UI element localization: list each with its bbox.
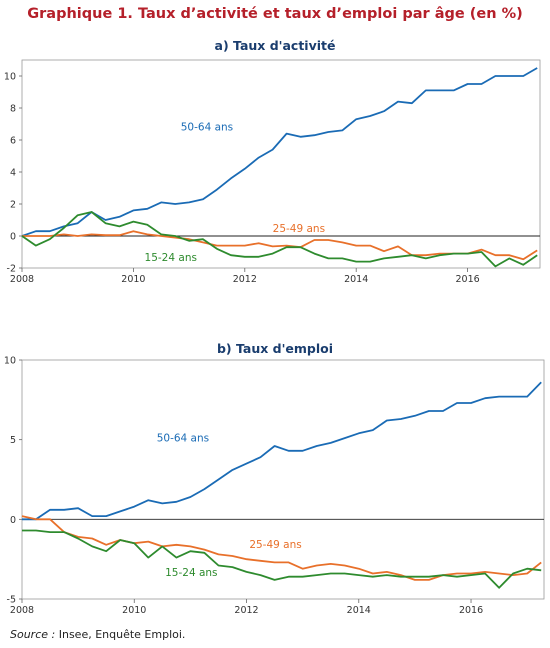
source-label: Source : [10, 628, 56, 641]
series-line-25-49-ans [22, 230, 538, 261]
x-tick-label: 2008 [10, 274, 34, 285]
series-label-25-49-ans: 25-49 ans [249, 539, 301, 551]
series-label-50-64-ans: 50-64 ans [181, 121, 233, 133]
series-line-25-49-ans [21, 515, 542, 581]
x-tick-label: 2010 [122, 605, 146, 616]
series-line-15-24-ans [22, 529, 542, 589]
x-tick-label: 2012 [234, 605, 258, 616]
series-line-50-64-ans [21, 67, 538, 237]
y-tick-label: 4 [10, 168, 16, 179]
panel-b-title: b) Taux d'emploi [216, 341, 334, 356]
y-tick-label: 0 [10, 232, 16, 243]
chart-panel-a: -2 0 2 4 6 8 10 2008 2010 2012 2014 2016 50-64 ans 25… [4, 59, 541, 285]
series-line-15-24-ans [21, 211, 538, 268]
x-tick-label: 2016 [459, 605, 483, 616]
x-tick-label: 2014 [344, 274, 368, 285]
y-tick-label: 5 [10, 435, 16, 446]
y-tick-label: 0 [10, 515, 16, 526]
figure-title: Graphique 1. Taux d’activité et taux d’e… [27, 6, 523, 22]
x-tick-label: 2014 [347, 605, 371, 616]
plot-frame [21, 359, 545, 600]
y-tick-label: -5 [7, 595, 16, 606]
y-tick-label: -2 [7, 264, 16, 275]
source-note: Source : Insee, Enquête Emploi. [10, 628, 185, 641]
series-line-50-64-ans [22, 381, 542, 521]
x-tick-label: 2010 [121, 274, 145, 285]
source-text: Insee, Enquête Emploi. [58, 628, 186, 641]
series-label-15-24-ans: 15-24 ans [165, 567, 217, 579]
x-tick-label: 2012 [233, 274, 257, 285]
y-tick-label: 6 [10, 136, 16, 147]
y-tick-label: 8 [10, 104, 16, 115]
x-tick-label: 2008 [10, 605, 34, 616]
y-tick-label: 10 [4, 72, 16, 83]
series-label-50-64-ans: 50-64 ans [157, 432, 209, 444]
chart-panel-b: -5 0 5 10 2008 2010 2012 2014 2016 50-64 ans 25-49… [4, 356, 545, 616]
plot-frame [21, 59, 541, 269]
x-tick-label: 2016 [455, 274, 479, 285]
series-label-15-24-ans: 15-24 ans [145, 252, 197, 264]
y-tick-label: 2 [10, 200, 16, 211]
series-label-25-49-ans: 25-49 ans [273, 223, 325, 235]
panel-a-title: a) Taux d'activité [214, 38, 336, 53]
y-tick-label: 10 [4, 356, 16, 367]
